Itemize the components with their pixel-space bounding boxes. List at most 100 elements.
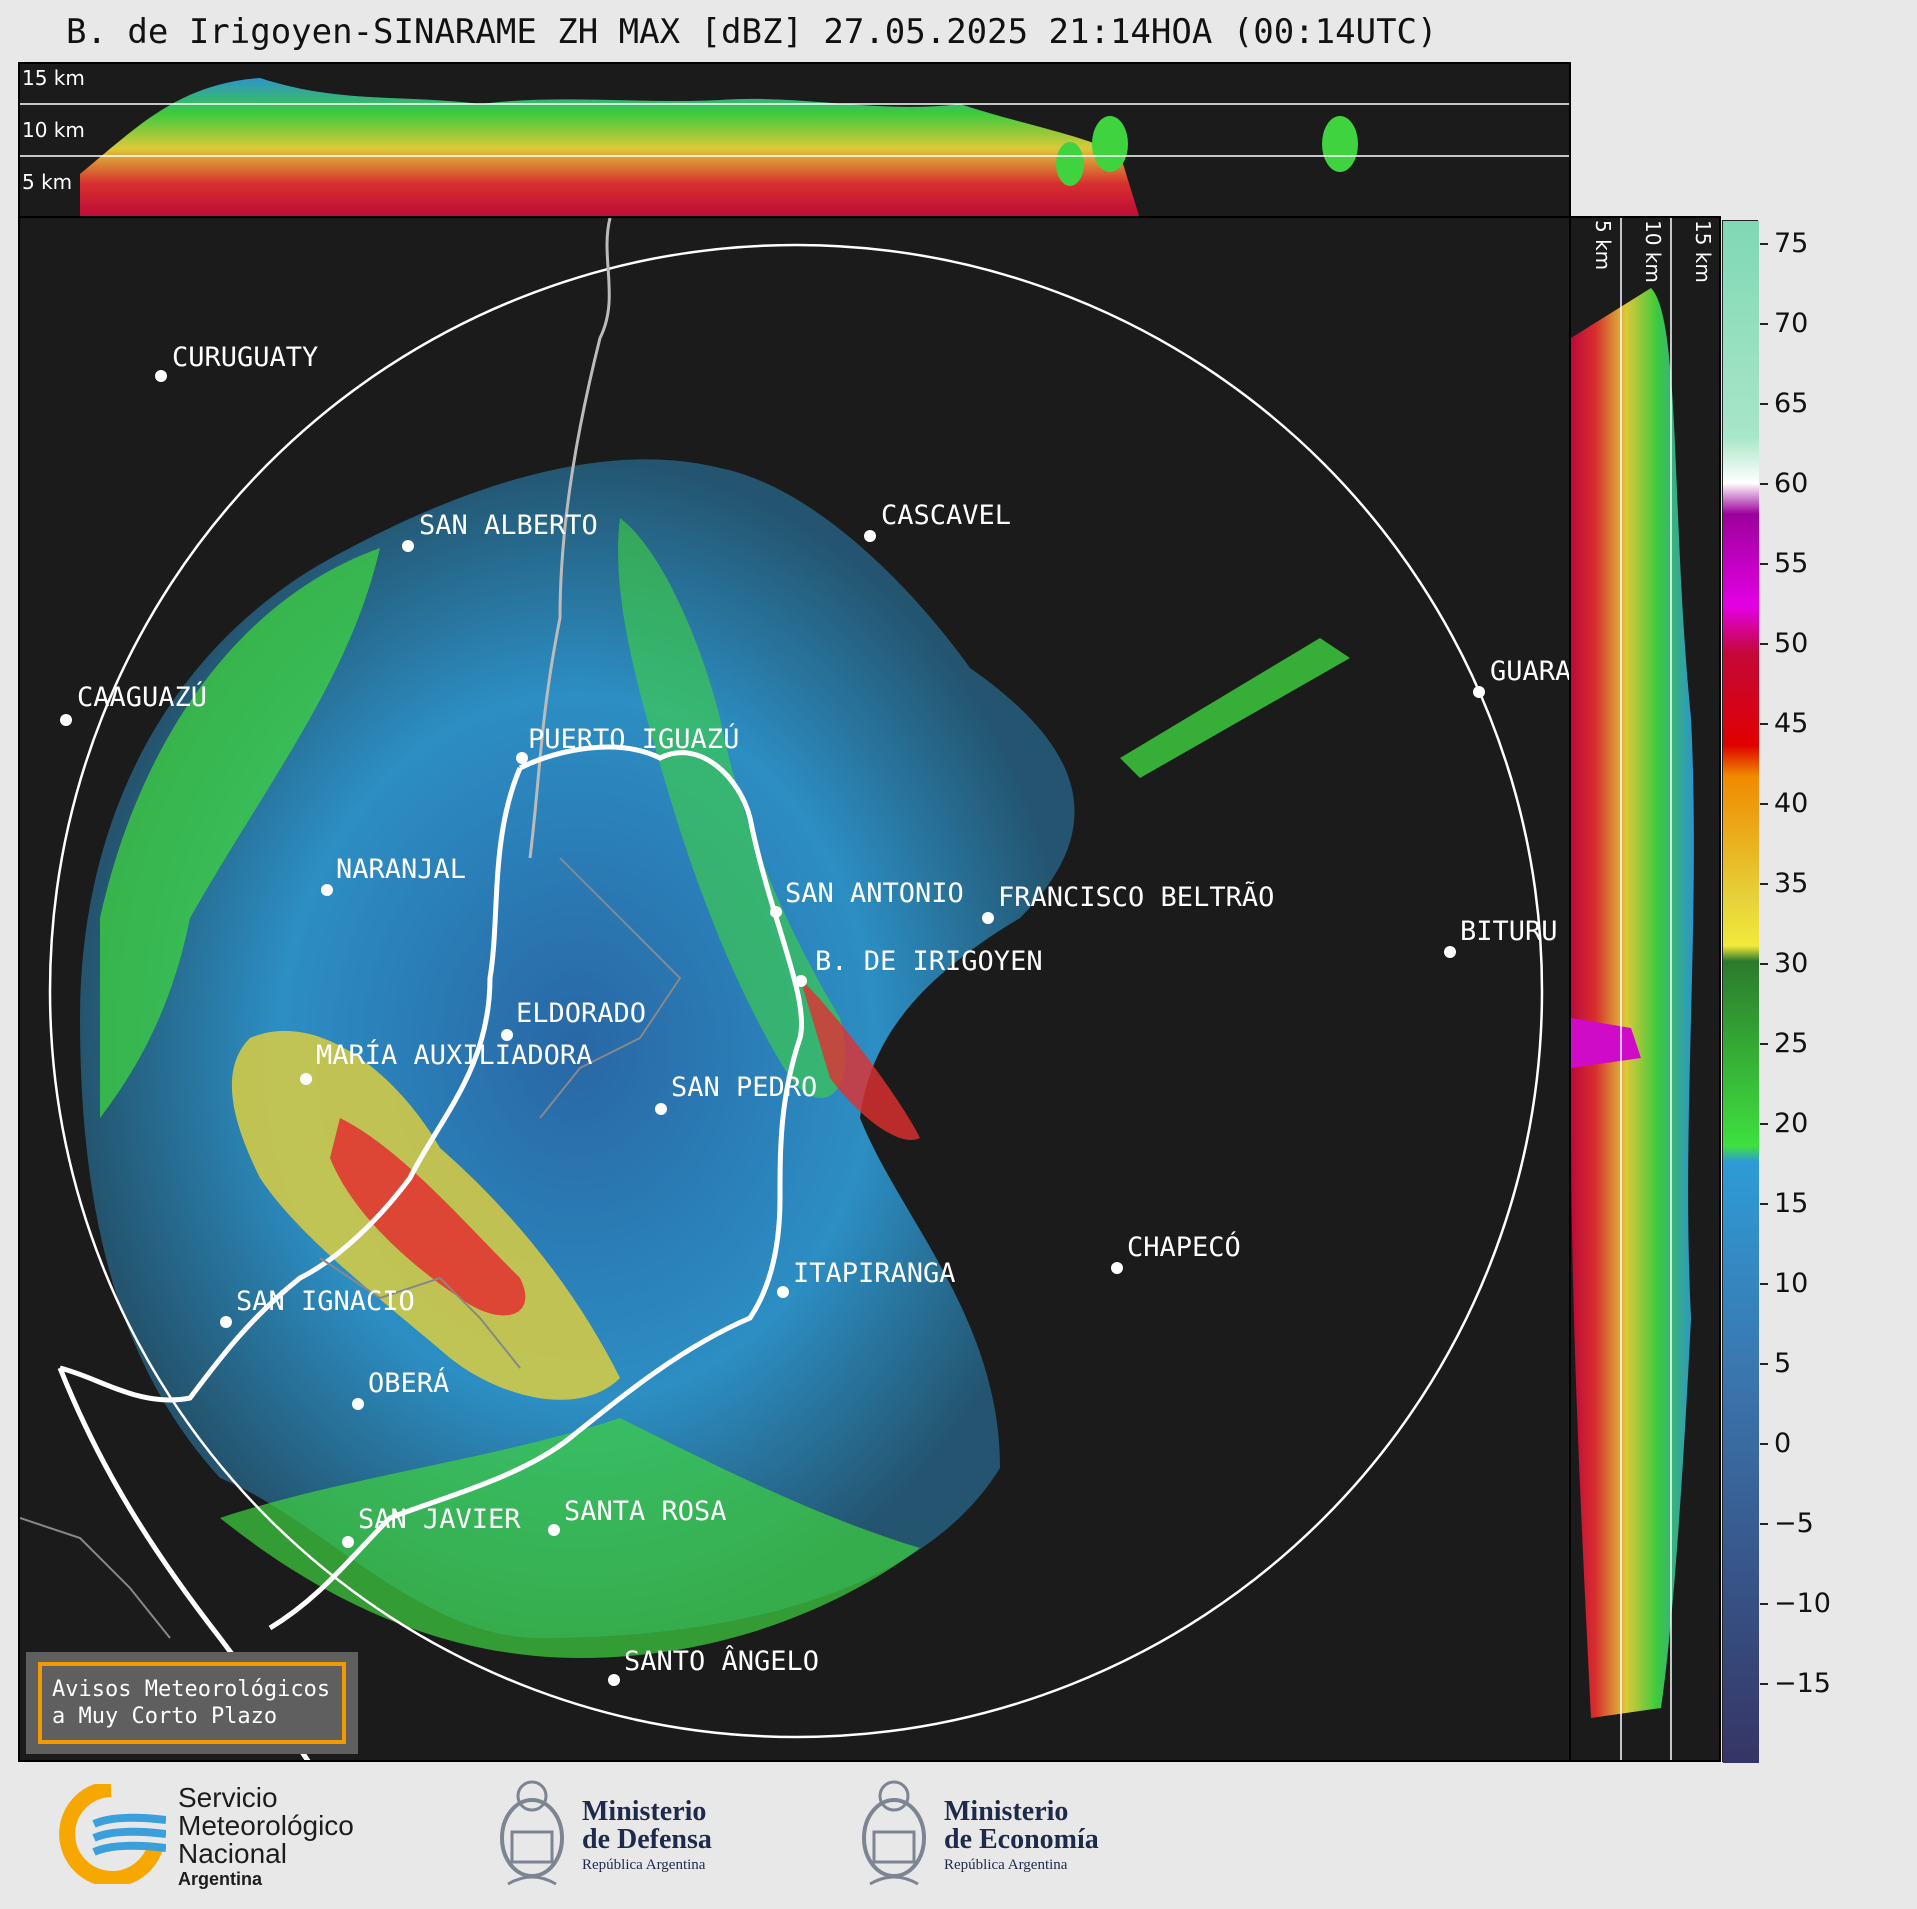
colorbar-tick <box>1760 1683 1768 1685</box>
smn-logo-icon <box>59 1784 166 1884</box>
city-label-obera[interactable]: OBERÁ <box>368 1368 450 1399</box>
city-label-santo-angelo[interactable]: SANTO ÂNGELO <box>624 1646 820 1677</box>
city-label-naranjal[interactable]: NARANJAL <box>336 854 467 885</box>
colorbar-label: 25 <box>1774 1028 1809 1059</box>
colorbar-label: 15 <box>1774 1188 1809 1219</box>
city-dot-san-ignacio <box>220 1316 232 1328</box>
argentina-coat-of-arms-icon <box>500 1780 564 1886</box>
city-label-cascavel[interactable]: CASCAVEL <box>881 500 1012 531</box>
colorbar-label: −10 <box>1774 1588 1831 1619</box>
colorbar-label: 70 <box>1774 308 1809 339</box>
city-dot-san-alberto <box>402 540 414 552</box>
city-label-san-ignacio[interactable]: SAN IGNACIO <box>236 1286 415 1317</box>
city-label-san-javier[interactable]: SAN JAVIER <box>358 1504 521 1535</box>
city-label-bituru[interactable]: BITURU <box>1460 916 1558 947</box>
city-dot-caaguazu <box>60 714 72 726</box>
economia-line1: Ministerio <box>944 1796 1069 1827</box>
colorbar-tick <box>1760 1603 1768 1605</box>
colorbar-tick <box>1760 723 1768 725</box>
height-label-15km: 15 km <box>22 66 85 90</box>
smn-line4: Argentina <box>178 1869 263 1889</box>
colorbar-tick <box>1760 1283 1768 1285</box>
city-dot-itapiranga <box>777 1286 789 1298</box>
colorbar-gradient <box>1723 221 1759 1763</box>
defensa-line3: República Argentina <box>582 1857 706 1873</box>
top-height-profile: 15 km 10 km 5 km <box>18 62 1571 218</box>
colorbar-label: −15 <box>1774 1668 1831 1699</box>
city-dot-puerto-iguazu <box>516 752 528 764</box>
city-label-itapiranga[interactable]: ITAPIRANGA <box>793 1258 956 1289</box>
city-label-san-antonio[interactable]: SAN ANTONIO <box>785 878 964 909</box>
city-dot-naranjal <box>321 884 333 896</box>
footer-logos: Servicio Meteorológico Nacional Argentin… <box>0 1762 1917 1909</box>
colorbar-tick <box>1760 483 1768 485</box>
smn-line2: Meteorológico <box>178 1810 354 1841</box>
colorbar-tick <box>1760 1123 1768 1125</box>
defensa-line1: Ministerio <box>582 1796 707 1827</box>
colorbar-tick <box>1760 1203 1768 1205</box>
economia-line3: República Argentina <box>944 1857 1068 1873</box>
colorbar-tick <box>1760 1523 1768 1525</box>
colorbar-label: 60 <box>1774 468 1809 499</box>
city-dot-maria-auxiliadora <box>300 1073 312 1085</box>
colorbar-label: 45 <box>1774 708 1809 739</box>
city-label-francisco-beltrao[interactable]: FRANCISCO BELTRÃO <box>998 882 1275 913</box>
colorbar-tick <box>1760 563 1768 565</box>
radar-reflectivity-layer <box>20 218 1544 1760</box>
city-label-curuguaty[interactable]: CURUGUATY <box>172 342 319 373</box>
city-dot-chapeco <box>1111 1262 1123 1274</box>
city-dot-eldorado <box>501 1029 513 1041</box>
side-height-label-15km: 15 km <box>1691 220 1715 283</box>
colorbar-label: 55 <box>1774 548 1809 579</box>
city-dot-bituru <box>1444 946 1456 958</box>
city-dot-francisco-beltrao <box>982 912 994 924</box>
colorbar-tick <box>1760 243 1768 245</box>
city-label-puerto-iguazu[interactable]: PUERTO IGUAZÚ <box>528 724 740 755</box>
smn-line1: Servicio <box>178 1782 278 1813</box>
city-label-maria-auxiliadora[interactable]: MARÍA AUXILIADORA <box>316 1040 593 1071</box>
side-height-label-10km: 10 km <box>1641 220 1665 283</box>
city-label-san-alberto[interactable]: SAN ALBERTO <box>419 510 598 541</box>
colorbar-tick <box>1760 883 1768 885</box>
colorbar-tick <box>1760 963 1768 965</box>
warnings-legend[interactable]: Avisos Meteorológicos a Muy Corto Plazo <box>26 1652 358 1754</box>
radar-site-dot <box>795 975 807 987</box>
city-dot-san-pedro <box>655 1103 667 1115</box>
side-profile-echoes <box>1571 218 1694 1760</box>
side-height-label-5km: 5 km <box>1591 220 1615 271</box>
map-title: B. de Irigoyen-SINARAME ZH MAX [dBZ] 27.… <box>66 12 1438 52</box>
city-label-san-pedro[interactable]: SAN PEDRO <box>671 1072 818 1103</box>
economia-line2: de Economía <box>944 1824 1099 1855</box>
city-label-chapeco[interactable]: CHAPECÓ <box>1127 1232 1241 1263</box>
colorbar-label: 40 <box>1774 788 1809 819</box>
height-label-5km: 5 km <box>22 170 73 194</box>
city-dot-santa-rosa <box>548 1524 560 1536</box>
colorbar-tick <box>1760 1443 1768 1445</box>
colorbar-tick <box>1760 1363 1768 1365</box>
colorbar-label: −5 <box>1774 1508 1814 1539</box>
colorbar-label: 0 <box>1774 1428 1792 1459</box>
argentina-coat-of-arms-icon <box>862 1780 926 1886</box>
colorbar-tick <box>1760 643 1768 645</box>
colorbar-label: 75 <box>1774 228 1809 259</box>
colorbar-tick <box>1760 403 1768 405</box>
city-dot-cascavel <box>864 530 876 542</box>
city-dot-san-antonio <box>770 906 782 918</box>
city-dot-san-javier <box>342 1536 354 1548</box>
reflectivity-colorbar <box>1722 220 1759 1763</box>
city-dot-obera <box>352 1398 364 1410</box>
colorbar-label: 5 <box>1774 1348 1792 1379</box>
height-label-10km: 10 km <box>22 118 85 142</box>
side-height-profile: 5 km 10 km 15 km <box>1569 216 1721 1762</box>
colorbar-label: 35 <box>1774 868 1809 899</box>
city-label-b-de-irigoyen[interactable]: B. DE IRIGOYEN <box>815 946 1043 977</box>
radar-map[interactable]: CURUGUATY SAN ALBERTO CASCAVEL CAAGUAZÚ … <box>18 216 1571 1762</box>
city-label-guara[interactable]: GUARA <box>1490 656 1571 687</box>
colorbar-label: 10 <box>1774 1268 1809 1299</box>
warnings-legend-text: Avisos Meteorológicos a Muy Corto Plazo <box>52 1677 331 1729</box>
smn-line3: Nacional <box>178 1838 287 1869</box>
city-label-caaguazu[interactable]: CAAGUAZÚ <box>77 682 208 713</box>
city-label-santa-rosa[interactable]: SANTA ROSA <box>564 1496 727 1527</box>
city-label-eldorado[interactable]: ELDORADO <box>516 998 647 1029</box>
city-dot-curuguaty <box>155 370 167 382</box>
